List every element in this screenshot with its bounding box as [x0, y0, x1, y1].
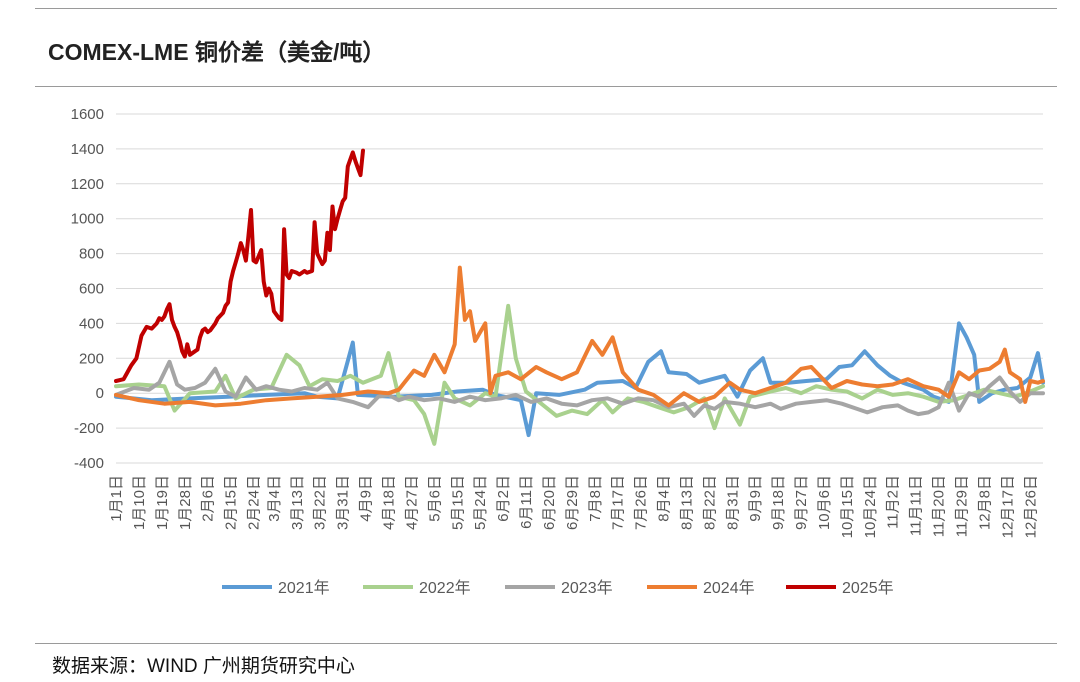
y-tick-label: 800: [79, 246, 104, 263]
y-tick-label: -400: [74, 455, 104, 472]
x-tick-label: 10月15日: [839, 475, 856, 538]
x-tick-label: 9月9日: [747, 475, 764, 522]
x-tick-label: 8月31日: [724, 475, 741, 530]
x-tick-label: 12月26日: [1022, 475, 1039, 538]
title-rule: [35, 86, 1057, 87]
x-tick-label: 3月4日: [266, 475, 283, 522]
grid-lines: [116, 113, 1043, 464]
x-tick-label: 5月6日: [426, 475, 443, 522]
y-tick-label: 1000: [71, 211, 104, 228]
legend-label: 2022年: [419, 579, 471, 597]
x-axis-tick-labels: 1月1日 1月10日 1月19日 1月28日 2月6日 2月15日 2月24日 3月4日 3月1…: [108, 475, 1039, 538]
x-tick-label: 7月26日: [633, 475, 650, 530]
y-tick-label: 1200: [71, 176, 104, 193]
legend-label: 2023年: [561, 579, 613, 597]
x-tick-label: 11月20日: [931, 475, 948, 537]
x-tick-label: 8月4日: [656, 475, 673, 522]
x-tick-label: 5月24日: [472, 475, 489, 530]
x-tick-label: 7月8日: [587, 475, 604, 522]
legend: 2021年 2022年 2023年 2024年 2025年: [222, 579, 894, 597]
x-tick-label: 1月1日: [108, 475, 125, 522]
y-tick-label: 600: [79, 281, 104, 298]
x-tick-label: 2月24日: [246, 475, 263, 530]
x-tick-label: 8月22日: [701, 475, 718, 530]
x-tick-label: 9月18日: [770, 475, 787, 530]
y-tick-label: 1400: [71, 141, 104, 158]
x-tick-label: 4月27日: [403, 475, 420, 530]
y-axis-tick-labels: -400 -200 0 200 400 600 800 1000 1200 1400 1600: [71, 106, 104, 472]
x-tick-label: 1月19日: [154, 475, 171, 530]
data-source: 数据来源：WIND 广州期货研究中心: [52, 656, 355, 677]
x-tick-label: 4月9日: [358, 475, 375, 522]
x-tick-label: 12月17日: [999, 475, 1016, 538]
series-lines: [114, 148, 1045, 446]
y-tick-label: 200: [79, 350, 104, 367]
legend-label: 2021年: [278, 579, 330, 597]
x-tick-label: 9月27日: [793, 475, 810, 530]
y-tick-label: 0: [96, 385, 104, 402]
top-rule: [35, 8, 1057, 9]
series-line-2024年: [114, 265, 1045, 408]
x-tick-label: 10月24日: [862, 475, 879, 538]
x-tick-label: 1月28日: [177, 475, 194, 530]
x-tick-label: 2月6日: [200, 475, 217, 522]
y-tick-label: 1600: [71, 106, 104, 123]
x-tick-label: 2月15日: [223, 475, 240, 530]
x-tick-label: 3月13日: [289, 475, 306, 530]
x-tick-label: 3月31日: [335, 475, 352, 530]
series-line-2025年: [114, 148, 365, 383]
series-line-2021年: [114, 321, 1045, 438]
legend-label: 2025年: [842, 579, 894, 597]
x-tick-label: 12月8日: [976, 475, 993, 530]
legend-label: 2024年: [703, 579, 755, 597]
y-tick-label: 400: [79, 315, 104, 332]
x-tick-label: 11月2日: [885, 475, 902, 529]
series-line-2022年: [114, 303, 1045, 446]
x-tick-label: 7月17日: [610, 475, 627, 530]
x-tick-label: 3月22日: [312, 475, 329, 530]
x-tick-label: 6月11日: [518, 475, 535, 529]
x-tick-label: 6月29日: [564, 475, 581, 530]
x-tick-label: 11月29日: [954, 475, 971, 537]
x-tick-label: 6月2日: [495, 475, 512, 522]
x-tick-label: 1月10日: [131, 475, 148, 530]
x-tick-label: 6月20日: [541, 475, 558, 530]
series-line-2023年: [114, 359, 1045, 418]
footer-rule: [35, 643, 1057, 644]
page-title: COMEX-LME 铜价差（美金/吨）: [48, 39, 386, 65]
y-tick-label: -200: [74, 420, 104, 437]
x-tick-label: 5月15日: [449, 475, 466, 530]
x-tick-label: 11月11日: [908, 475, 925, 536]
x-tick-label: 10月6日: [816, 475, 833, 530]
x-tick-label: 4月18日: [380, 475, 397, 530]
x-tick-label: 8月13日: [678, 475, 695, 530]
